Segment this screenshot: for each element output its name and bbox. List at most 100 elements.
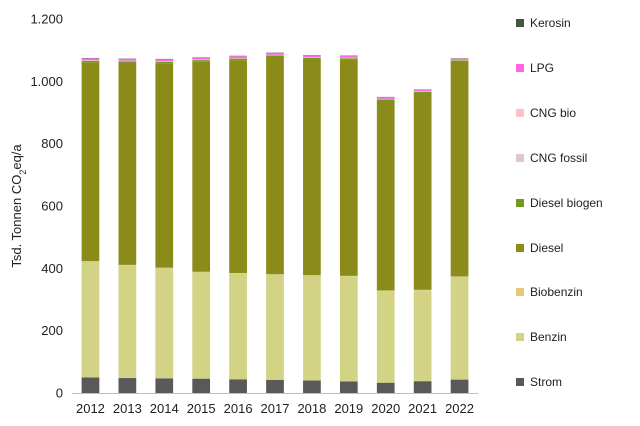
bar-diesel-biogen-2022 [450,60,469,63]
bar-benzin-2014 [155,268,174,379]
legend-label: CNG bio [530,105,577,120]
bar-lpg-2022 [450,58,469,60]
x-tick-label: 2016 [224,401,253,416]
legend-item-biobenzin: Biobenzin [516,284,583,300]
legend-label: Benzin [530,330,567,345]
legend-swatch [516,108,524,117]
legend-swatch [516,19,524,27]
x-tick-label: 2019 [334,401,363,416]
legend-swatch [516,153,524,162]
bar-diesel-biogen-2019 [339,58,358,60]
y-axis-title: Tsd. Tonnen CO2eq/a [9,144,28,268]
legend-item-cng-bio: CNG bio [516,105,576,121]
y-tick-label: 1.000 [30,74,63,89]
bar-benzin-2022 [450,276,469,380]
bar-diesel-biogen-2014 [155,61,174,64]
bar-lpg-2013 [118,58,137,61]
x-tick-label: 2017 [261,401,290,416]
bar-diesel-biogen-2013 [118,61,137,63]
bar-diesel-biogen-2020 [376,99,395,101]
x-tick-label: 2020 [371,401,400,416]
bar-benzin-2019 [339,276,358,382]
bar-benzin-2017 [266,274,284,380]
bar-benzin-2020 [376,290,395,383]
x-tick-label: 2014 [150,401,179,416]
bar-lpg-2021 [413,89,432,92]
legend-swatch [516,63,524,72]
bar-benzin-2013 [118,265,137,379]
bar-diesel-2018 [303,59,321,276]
bar-strom-2021 [413,381,432,393]
bar-lpg-2017 [266,52,284,55]
x-axis-ticks: 2012 2013 2014 2015 2016 2017 2018 2019 2020 2021… [76,401,474,416]
legend-label: Strom [530,375,563,390]
bar-lpg-2012 [81,58,100,61]
x-tick-label: 2015 [187,401,216,416]
legend-swatch [516,333,524,342]
y-tick-label: 0 [56,386,63,401]
x-tick-label: 2018 [297,401,326,416]
y-tick-label: 800 [41,136,63,151]
y-tick-label: 600 [41,199,63,214]
legend-item-cng-fossil: CNG fossil [516,150,587,166]
bar-diesel-biogen-2016 [229,58,247,61]
bar-diesel-2017 [266,57,284,275]
y-axis-title-text: Tsd. Tonnen CO2eq/a [9,144,28,268]
bar-diesel-2022 [450,62,469,277]
bar-diesel-biogen-2021 [413,91,432,94]
bars [81,52,469,393]
legend-label: Biobenzin [530,285,583,300]
y-tick-label: 400 [41,261,63,276]
bar-diesel-2019 [339,59,358,276]
bar-lpg-2014 [155,59,174,62]
legend-item-diesel-biogen: Diesel biogen [516,195,603,211]
bar-strom-2013 [118,378,137,393]
bar-strom-2018 [303,380,321,393]
bar-diesel-2015 [192,61,211,272]
bar-strom-2016 [229,379,247,393]
y-axis-title-part: Tsd. Tonnen CO [9,175,24,268]
bar-strom-2019 [339,381,358,393]
bar-strom-2017 [266,379,284,393]
bar-lpg-2018 [303,55,321,58]
bar-diesel-biogen-2018 [303,57,321,60]
bar-benzin-2015 [192,272,211,379]
bar-benzin-2018 [303,275,321,381]
legend-swatch [516,288,524,297]
legend-swatch [516,378,524,387]
legend-label: LPG [530,60,555,75]
bar-diesel-biogen-2012 [81,60,100,63]
legend-label: CNG fossil [530,150,588,165]
legend-item-lpg: LPG [516,60,554,76]
x-tick-label: 2022 [445,401,474,416]
y-tick-label: 1.200 [30,12,63,27]
y-axis-title-part: eq/a [9,144,24,170]
y-tick-label: 200 [41,323,63,338]
legend-label: Kerosin [530,16,571,30]
bar-lpg-2016 [229,56,247,58]
x-tick-label: 2021 [408,401,437,416]
bar-strom-2015 [192,378,211,393]
legend-label: Diesel [530,240,564,255]
legend-item-strom: Strom [516,374,562,390]
legend-item-diesel: Diesel [516,240,563,256]
bar-diesel-2013 [118,62,137,265]
bar-diesel-2021 [413,93,432,290]
bar-diesel-2020 [376,100,395,291]
legend-item-kerosin: Kerosin [516,15,571,31]
legend-swatch [516,243,524,252]
x-tick-label: 2013 [113,401,142,416]
bar-diesel-biogen-2017 [266,55,284,58]
legend-swatch [516,198,524,207]
bar-lpg-2015 [192,57,211,60]
bar-benzin-2012 [81,261,100,378]
y-axis-title-subscript: 2 [18,170,28,175]
bar-diesel-2014 [155,63,174,268]
bar-diesel-2012 [81,62,100,262]
bar-lpg-2020 [376,97,395,99]
bar-benzin-2016 [229,273,247,380]
bar-benzin-2021 [413,290,432,382]
bar-strom-2012 [81,377,100,393]
bar-lpg-2019 [339,55,358,58]
